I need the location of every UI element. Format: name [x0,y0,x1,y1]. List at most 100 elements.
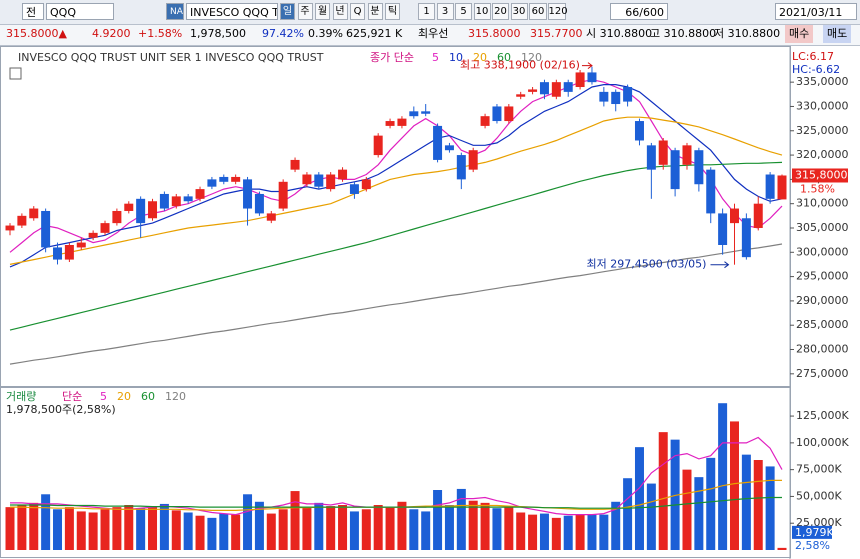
period-button[interactable]: 분 [367,3,383,20]
candle-body [421,111,431,114]
volume-bar [646,483,656,550]
volume-bar [159,503,169,550]
volume-bar [741,454,751,550]
volume-title: 거래량 [6,390,36,403]
period-button[interactable]: Q [350,3,365,20]
period-button[interactable]: 월 [315,3,330,20]
turnover: 0.39% [308,27,343,40]
candle-body [777,175,787,200]
candle-body [765,174,775,199]
volume-bar [658,432,668,550]
volume-bar [409,509,419,550]
candle-body [516,94,526,97]
sell-button[interactable]: 매도 [823,25,852,43]
interval-button[interactable]: 120 [547,3,568,20]
ma-line [9,243,783,365]
volume-bar [718,403,728,550]
candle-body [587,72,597,83]
volume-bar [682,469,692,550]
buy-button[interactable]: 매수 [785,25,814,43]
candle-body [694,150,704,185]
y-tick-label: 330,0000 [796,99,849,112]
volume-bar [765,466,775,550]
legend-label: 종가 단순 [370,51,414,64]
candle-body [361,179,371,190]
hc-label: HC:-6.62 [792,63,840,76]
period-button[interactable]: 주 [297,3,313,20]
last-price-box [792,168,848,183]
interval-button[interactable]: 20 [492,3,509,20]
count[interactable]: 66/600 [610,3,668,20]
candle-body [338,169,348,180]
tab[interactable]: 전 [22,3,44,20]
candle-body [658,140,668,165]
candle-body [599,91,609,102]
legend-entry: 60 [141,390,155,403]
y-tick-label: 100,000K [796,436,849,449]
high-annotation: 최고 338,1900 (02/16) [460,59,580,72]
high: 고 310.8800 [650,27,717,40]
candle-body [148,201,158,219]
interval-button[interactable]: 60 [529,3,547,20]
candle-body [409,111,419,117]
volume-bar [611,501,621,550]
high-arrow [581,62,593,70]
candle-body [88,232,98,238]
y-tick-label: 300,0000 [796,245,849,258]
y-tick-label: 305,0000 [796,221,849,234]
period-button[interactable]: 년 [332,3,348,20]
candle-body [136,198,146,224]
date[interactable]: 2021/03/11 [775,3,857,20]
market: NA [166,3,184,20]
candle-body [670,150,680,190]
candle-body [64,245,74,260]
candle-body [563,82,573,92]
interval-button[interactable]: 30 [510,3,528,20]
interval-button[interactable]: 3 [436,3,454,20]
vol-ratio: 97.42% [262,27,304,40]
volume-bar [254,501,264,550]
candle-body [5,225,15,231]
period-button[interactable]: 일 [280,3,295,20]
candle-body [682,145,692,165]
candle-body [468,150,478,170]
period-button[interactable]: 틱 [385,3,400,20]
ask: 315.8000 [468,27,521,40]
volume-bar [433,490,443,550]
candle-body [373,135,383,156]
symbol-input[interactable]: QQQ [46,3,114,20]
price: 315.8000▲ [6,27,67,40]
volume-bar [516,512,526,550]
volume-bar [338,505,348,550]
volume-bar [504,507,514,550]
last-volume-box [792,525,832,539]
candle-body [385,121,395,126]
volume-bar [753,460,763,550]
volume-bar [100,509,110,550]
candle-body [706,169,716,214]
candle-body [397,118,407,126]
candle-body [551,82,561,97]
volume-bar [326,506,336,550]
interval-button[interactable]: 5 [455,3,472,20]
volume-bar [373,505,383,550]
legend-entry: 120 [165,390,186,403]
low-annotation: 최저 297,4500 (03/05) [586,258,706,271]
candle-body [326,174,336,190]
y-tick-label: 325,0000 [796,124,849,137]
volume-bar [777,547,787,550]
volume-bar [492,508,502,550]
volume-bar [76,511,86,550]
volume-bar [456,488,466,550]
y-tick-label: 280,0000 [796,343,849,356]
interval-button[interactable]: 10 [473,3,491,20]
volume-bar [5,507,15,550]
volume-bar [575,514,585,550]
interval-button[interactable]: 1 [418,3,435,20]
candle-body [290,159,300,170]
volume-bar [124,505,134,550]
volume-bar [551,517,561,550]
candle-body [76,242,86,248]
